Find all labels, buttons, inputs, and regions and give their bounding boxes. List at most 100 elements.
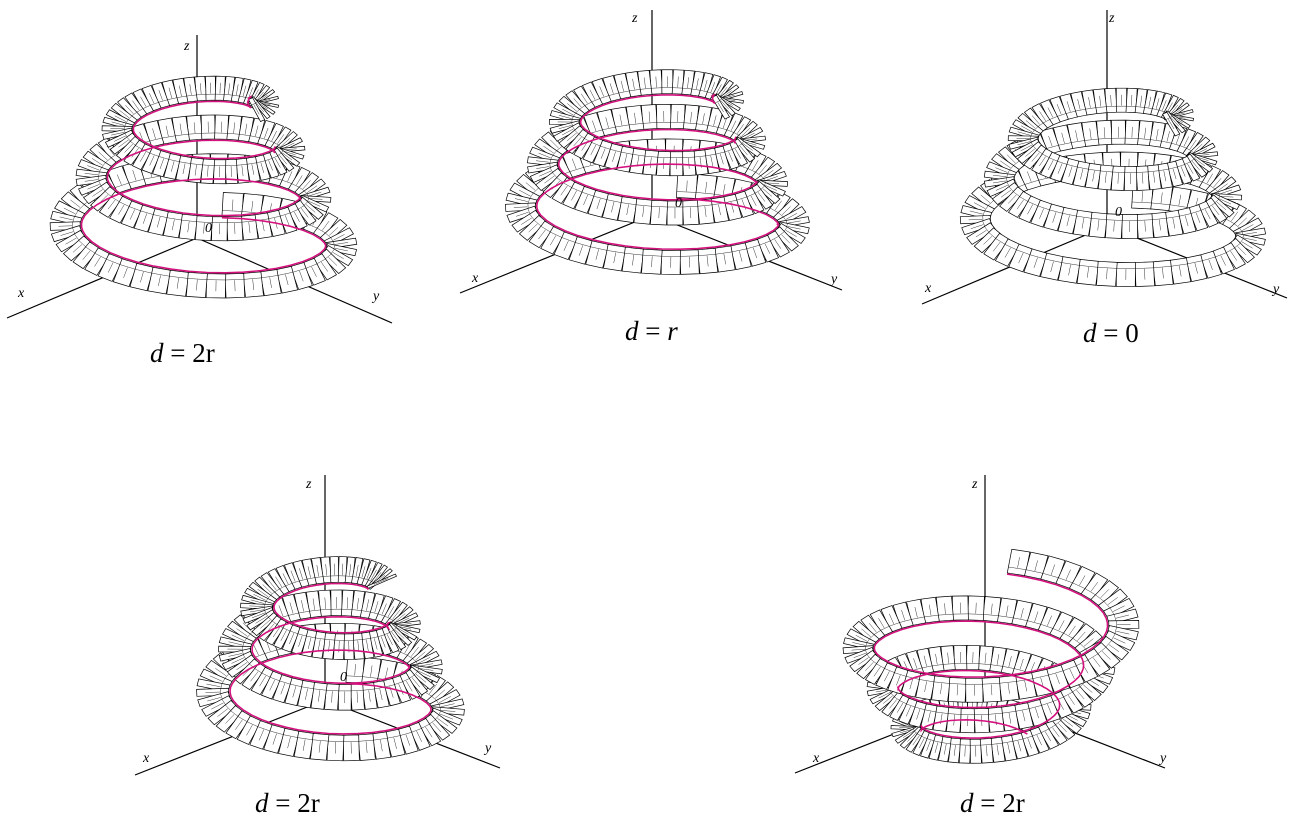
tube-mesh-line	[262, 584, 272, 594]
tube-mesh-line	[159, 158, 164, 169]
tube-mesh-line	[1027, 620, 1042, 625]
tube-mesh-line	[1061, 132, 1065, 144]
tube-mesh-line	[226, 221, 242, 223]
tube-mesh-line	[737, 124, 744, 134]
tube-mesh-line	[255, 91, 264, 102]
tube-mesh-line	[691, 88, 701, 91]
tube-mesh-line	[158, 90, 163, 101]
tube-mesh-line	[536, 166, 550, 169]
tube-mesh-line	[392, 609, 401, 620]
tube-mesh-line	[373, 738, 388, 741]
tube-mesh-line	[1194, 158, 1206, 167]
tube-mesh-line	[770, 207, 780, 214]
tube-mesh-line	[940, 683, 943, 695]
tube-mesh-line	[241, 220, 256, 223]
tube-mesh-line	[1147, 170, 1159, 173]
tube-mesh-line	[92, 189, 103, 197]
tube-mesh-line	[231, 634, 245, 641]
tube-mesh-line	[370, 569, 377, 581]
spiral-tube-diagram	[134, 475, 501, 776]
tube-mesh-line	[1079, 575, 1086, 586]
tube-mesh-line	[346, 675, 363, 677]
tube-mesh-line	[249, 605, 264, 607]
tube-mesh-line	[158, 99, 168, 103]
tube-mesh-line	[724, 149, 733, 153]
tube-mesh-line	[314, 576, 324, 578]
tube-mesh-line	[1027, 201, 1039, 207]
tube-mesh-line	[615, 124, 630, 128]
tube-mesh-line	[865, 662, 874, 671]
tube-mesh-line	[293, 211, 300, 222]
tube-mesh-line	[289, 632, 295, 645]
origin-label: 0	[1115, 205, 1122, 220]
tube-mesh-line	[291, 580, 300, 584]
tube-mesh-line	[405, 734, 411, 746]
tube-mesh-line	[560, 185, 568, 196]
tube-mesh-line	[149, 152, 160, 157]
tube-mesh-line	[924, 681, 927, 692]
tube-mesh-line	[983, 236, 993, 245]
tube-mesh-line	[1219, 196, 1234, 198]
tube-mesh-line	[914, 606, 918, 618]
tube-mesh-line	[993, 241, 1001, 252]
tube-mesh-line	[1048, 724, 1056, 730]
tube-mesh-line	[1144, 268, 1146, 280]
tube-mesh-line	[158, 275, 161, 286]
tube-mesh-line	[297, 737, 313, 741]
tube-mesh-line	[1113, 637, 1126, 644]
tube-mesh-line	[135, 145, 143, 150]
tube-mesh-line	[1100, 170, 1113, 173]
tube-mesh-line	[353, 639, 363, 641]
tube-mesh-line	[94, 253, 108, 260]
tube-mesh-line	[933, 681, 950, 684]
tube-mesh-line	[1140, 95, 1142, 107]
tube-mesh-line	[1168, 119, 1175, 130]
caption-equals: =	[1103, 318, 1119, 348]
tube-mesh-line	[618, 90, 630, 94]
tube-mesh-line	[132, 100, 140, 111]
tube-mesh-line	[1131, 201, 1152, 204]
tube-mesh-line	[393, 737, 397, 749]
tube-mesh-line	[787, 226, 801, 230]
tube-mesh-line	[1027, 171, 1032, 182]
tube-mesh-line	[243, 277, 262, 280]
tube-mesh-line	[1047, 670, 1064, 676]
tube-mesh-line	[1104, 172, 1107, 183]
tube-mesh-line	[200, 83, 202, 95]
tube-mesh-line	[252, 279, 255, 290]
tube-mesh-line	[634, 112, 637, 124]
tube-mesh-line	[525, 182, 536, 191]
tube-mesh-line	[211, 702, 224, 710]
tube-mesh-line	[619, 114, 623, 126]
tube-mesh-line	[538, 152, 551, 159]
tube-mesh-line	[1008, 712, 1012, 724]
tube-mesh-line	[357, 640, 360, 653]
figure-caption: d = 2r	[255, 790, 320, 817]
tube-mesh-line	[418, 663, 434, 667]
figure-d-r-top-middle: z 0 x y d = r	[455, 0, 865, 360]
tube-mesh-line	[593, 196, 608, 200]
tube-mesh-line	[361, 566, 366, 578]
tube-mesh-line	[135, 108, 144, 113]
tube-mesh-line	[189, 84, 192, 95]
tube-mesh-line	[161, 135, 176, 139]
tube-mesh-line	[278, 605, 284, 617]
tube-mesh-line	[1049, 157, 1059, 162]
tube-mesh-line	[187, 221, 190, 233]
tube-mesh-line	[437, 718, 449, 727]
tube-mesh-line	[291, 183, 301, 188]
tube-surface	[49, 75, 358, 299]
tube-mesh-line	[990, 684, 993, 696]
tube-mesh-line	[899, 700, 908, 705]
tube-mesh-line	[774, 239, 782, 249]
tube-mesh-line	[1241, 241, 1253, 249]
tube-mesh-line	[284, 583, 293, 587]
tube-mesh-line	[1066, 164, 1078, 168]
tube-mesh-line	[1107, 597, 1118, 605]
tube-mesh-line	[990, 664, 1004, 667]
tube-mesh-line	[429, 683, 437, 694]
tube-mesh-line	[589, 129, 603, 134]
tube-mesh-line	[324, 597, 326, 609]
tube-mesh-line	[1022, 710, 1026, 722]
tube-mesh-line	[715, 84, 722, 95]
